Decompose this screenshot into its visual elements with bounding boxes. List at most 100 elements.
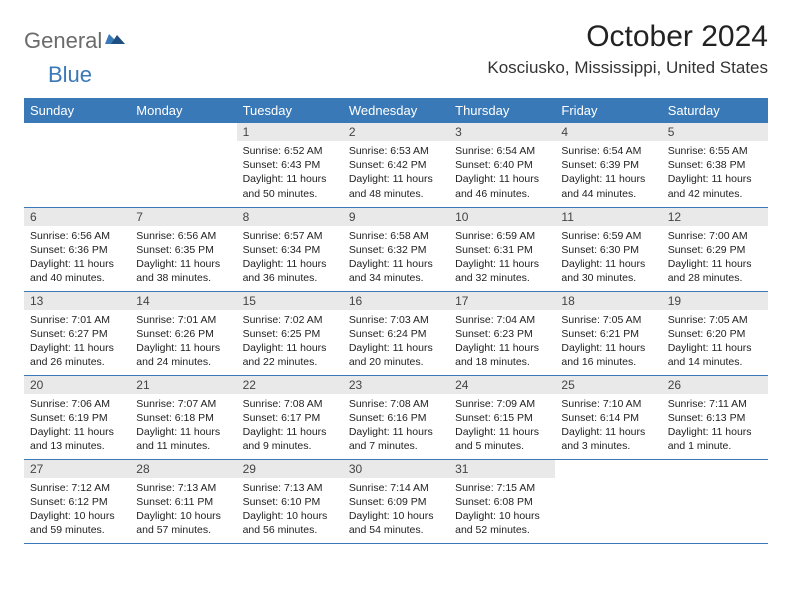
sunset-text: Sunset: 6:19 PM [30, 411, 124, 425]
day-number: 7 [130, 208, 236, 226]
sunset-text: Sunset: 6:23 PM [455, 327, 549, 341]
sunset-text: Sunset: 6:34 PM [243, 243, 337, 257]
daylight-text: Daylight: 11 hours and 7 minutes. [349, 425, 443, 453]
sunset-text: Sunset: 6:26 PM [136, 327, 230, 341]
sunrise-text: Sunrise: 7:05 AM [668, 313, 762, 327]
day-body: Sunrise: 7:03 AMSunset: 6:24 PMDaylight:… [343, 310, 449, 374]
daylight-text: Daylight: 11 hours and 16 minutes. [561, 341, 655, 369]
day-number: 11 [555, 208, 661, 226]
day-body: Sunrise: 7:14 AMSunset: 6:09 PMDaylight:… [343, 478, 449, 542]
daylight-text: Daylight: 10 hours and 54 minutes. [349, 509, 443, 537]
day-body: Sunrise: 6:59 AMSunset: 6:31 PMDaylight:… [449, 226, 555, 290]
day-body: Sunrise: 6:54 AMSunset: 6:39 PMDaylight:… [555, 141, 661, 205]
day-number: 18 [555, 292, 661, 310]
sunset-text: Sunset: 6:25 PM [243, 327, 337, 341]
day-body: Sunrise: 6:54 AMSunset: 6:40 PMDaylight:… [449, 141, 555, 205]
sunrise-text: Sunrise: 6:59 AM [455, 229, 549, 243]
day-number: 5 [662, 123, 768, 141]
sunrise-text: Sunrise: 7:06 AM [30, 397, 124, 411]
day-number: 27 [24, 460, 130, 478]
sunrise-text: Sunrise: 7:08 AM [243, 397, 337, 411]
daylight-text: Daylight: 11 hours and 18 minutes. [455, 341, 549, 369]
day-number: 20 [24, 376, 130, 394]
daylight-text: Daylight: 11 hours and 13 minutes. [30, 425, 124, 453]
sunset-text: Sunset: 6:29 PM [668, 243, 762, 257]
sunset-text: Sunset: 6:32 PM [349, 243, 443, 257]
sunset-text: Sunset: 6:27 PM [30, 327, 124, 341]
daylight-text: Daylight: 11 hours and 28 minutes. [668, 257, 762, 285]
day-number: 17 [449, 292, 555, 310]
calendar-day-cell: 19Sunrise: 7:05 AMSunset: 6:20 PMDayligh… [662, 291, 768, 375]
sunset-text: Sunset: 6:38 PM [668, 158, 762, 172]
calendar-day-cell: 5 Sunrise: 6:55 AMSunset: 6:38 PMDaylight… [662, 123, 768, 207]
sunrise-text: Sunrise: 7:15 AM [455, 481, 549, 495]
flag-icon [105, 30, 127, 53]
daylight-text: Daylight: 10 hours and 56 minutes. [243, 509, 337, 537]
calendar-empty-cell [662, 459, 768, 543]
calendar-day-cell: 12Sunrise: 7:00 AMSunset: 6:29 PMDayligh… [662, 207, 768, 291]
sunrise-text: Sunrise: 7:14 AM [349, 481, 443, 495]
sunrise-text: Sunrise: 7:05 AM [561, 313, 655, 327]
sunrise-text: Sunrise: 7:04 AM [455, 313, 549, 327]
daylight-text: Daylight: 10 hours and 52 minutes. [455, 509, 549, 537]
daylight-text: Daylight: 11 hours and 50 minutes. [243, 172, 337, 200]
calendar-empty-cell [24, 123, 130, 207]
calendar-day-cell: 20 Sunrise: 7:06 AMSunset: 6:19 PMDayligh… [24, 375, 130, 459]
calendar-week-row: 20Sunrise: 7:06 AMSunset: 6:19 PMDayligh… [24, 375, 768, 459]
sunset-text: Sunset: 6:21 PM [561, 327, 655, 341]
sunset-text: Sunset: 6:40 PM [455, 158, 549, 172]
sunrise-text: Sunrise: 6:54 AM [561, 144, 655, 158]
calendar-day-cell: 6Sunrise: 6:56 AMSunset: 6:36 PMDaylight… [24, 207, 130, 291]
day-body: Sunrise: 6:53 AMSunset: 6:42 PMDaylight:… [343, 141, 449, 205]
day-number: 3 [449, 123, 555, 141]
calendar-day-cell: 23Sunrise: 7:08 AMSunset: 6:16 PMDayligh… [343, 375, 449, 459]
title-block: October 2024 Kosciusko, Mississippi, Uni… [487, 20, 768, 78]
sunrise-text: Sunrise: 7:13 AM [136, 481, 230, 495]
day-number: 8 [237, 208, 343, 226]
daylight-text: Daylight: 10 hours and 57 minutes. [136, 509, 230, 537]
day-body: Sunrise: 7:12 AMSunset: 6:12 PMDaylight:… [24, 478, 130, 542]
sunrise-text: Sunrise: 6:56 AM [136, 229, 230, 243]
sunset-text: Sunset: 6:11 PM [136, 495, 230, 509]
calendar-day-cell: 3Sunrise: 6:54 AMSunset: 6:40 PMDaylight… [449, 123, 555, 207]
daylight-text: Daylight: 11 hours and 11 minutes. [136, 425, 230, 453]
daylight-text: Daylight: 11 hours and 5 minutes. [455, 425, 549, 453]
sunset-text: Sunset: 6:24 PM [349, 327, 443, 341]
calendar-empty-cell [130, 123, 236, 207]
day-number: 21 [130, 376, 236, 394]
day-number: 23 [343, 376, 449, 394]
daylight-text: Daylight: 11 hours and 1 minute. [668, 425, 762, 453]
sunrise-text: Sunrise: 6:59 AM [561, 229, 655, 243]
daylight-text: Daylight: 11 hours and 9 minutes. [243, 425, 337, 453]
day-number: 19 [662, 292, 768, 310]
logo: General [24, 20, 129, 54]
day-number: 31 [449, 460, 555, 478]
calendar-table: SundayMondayTuesdayWednesdayThursdayFrid… [24, 98, 768, 544]
sunrise-text: Sunrise: 7:13 AM [243, 481, 337, 495]
daylight-text: Daylight: 11 hours and 36 minutes. [243, 257, 337, 285]
day-number: 4 [555, 123, 661, 141]
sunset-text: Sunset: 6:14 PM [561, 411, 655, 425]
day-body: Sunrise: 7:10 AMSunset: 6:14 PMDaylight:… [555, 394, 661, 458]
calendar-day-cell: 16Sunrise: 7:03 AMSunset: 6:24 PMDayligh… [343, 291, 449, 375]
day-number: 15 [237, 292, 343, 310]
calendar-day-cell: 18 Sunrise: 7:05 AMSunset: 6:21 PMDayligh… [555, 291, 661, 375]
calendar-week-row: 6Sunrise: 6:56 AMSunset: 6:36 PMDaylight… [24, 207, 768, 291]
sunrise-text: Sunrise: 7:09 AM [455, 397, 549, 411]
day-body: Sunrise: 7:05 AMSunset: 6:20 PMDaylight:… [662, 310, 768, 374]
weekday-header: Monday [130, 98, 236, 123]
weekday-header: Wednesday [343, 98, 449, 123]
daylight-text: Daylight: 11 hours and 42 minutes. [668, 172, 762, 200]
daylight-text: Daylight: 11 hours and 38 minutes. [136, 257, 230, 285]
weekday-header: Thursday [449, 98, 555, 123]
sunrise-text: Sunrise: 6:55 AM [668, 144, 762, 158]
weekday-header: Friday [555, 98, 661, 123]
calendar-day-cell: 30Sunrise: 7:14 AMSunset: 6:09 PMDayligh… [343, 459, 449, 543]
sunset-text: Sunset: 6:43 PM [243, 158, 337, 172]
day-body: Sunrise: 7:09 AMSunset: 6:15 PMDaylight:… [449, 394, 555, 458]
calendar-day-cell: 26Sunrise: 7:11 AMSunset: 6:13 PMDayligh… [662, 375, 768, 459]
sunrise-text: Sunrise: 7:07 AM [136, 397, 230, 411]
day-body: Sunrise: 7:11 AMSunset: 6:13 PMDaylight:… [662, 394, 768, 458]
calendar-day-cell: 25Sunrise: 7:10 AMSunset: 6:14 PMDayligh… [555, 375, 661, 459]
logo-text-general: General [24, 28, 102, 54]
